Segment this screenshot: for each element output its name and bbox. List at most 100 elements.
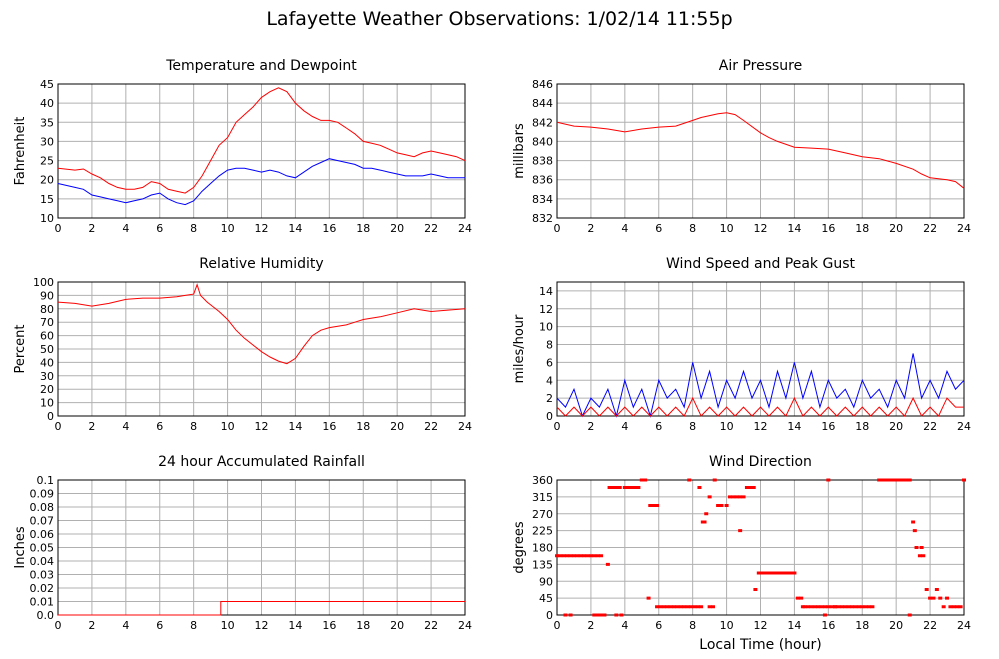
x-tick-label: 12 bbox=[255, 222, 269, 235]
direction-point bbox=[912, 529, 917, 533]
direction-point bbox=[938, 596, 943, 600]
direction-point bbox=[894, 478, 899, 482]
direction-point bbox=[668, 605, 673, 609]
x-tick-label: 12 bbox=[754, 222, 768, 235]
x-tick-label: 0 bbox=[554, 222, 561, 235]
direction-point bbox=[571, 554, 576, 558]
x-tick-label: 8 bbox=[689, 619, 696, 632]
x-tick-label: 10 bbox=[221, 619, 235, 632]
y-tick-label: 70 bbox=[40, 316, 54, 329]
direction-point bbox=[907, 613, 912, 617]
red-series-line bbox=[556, 396, 964, 417]
y-tick-label: 10 bbox=[539, 321, 553, 334]
x-tick-label: 22 bbox=[923, 619, 937, 632]
x-tick-label: 12 bbox=[754, 619, 768, 632]
direction-point bbox=[648, 504, 653, 507]
y-tick-label: 0.07 bbox=[30, 515, 55, 528]
x-tick-label: 18 bbox=[356, 619, 370, 632]
plot-frame bbox=[556, 83, 965, 219]
direction-point bbox=[829, 605, 834, 609]
direction-point bbox=[914, 546, 919, 549]
direction-point bbox=[897, 478, 902, 482]
y-tick-label: 40 bbox=[40, 97, 54, 110]
y-tick-label: 20 bbox=[40, 383, 54, 396]
x-tick-label: 16 bbox=[322, 420, 336, 433]
direction-point bbox=[568, 613, 573, 617]
page-title: Lafayette Weather Observations: 1/02/14 … bbox=[266, 8, 733, 30]
direction-point bbox=[607, 486, 612, 489]
y-tick-label: 844 bbox=[532, 97, 553, 110]
direction-point bbox=[826, 605, 831, 609]
y-tick-label: 100 bbox=[33, 276, 54, 289]
direction-point bbox=[672, 605, 677, 609]
direction-point bbox=[568, 554, 573, 558]
y-tick-label: 0.05 bbox=[30, 542, 55, 555]
x-tick-label: 8 bbox=[190, 420, 197, 433]
direction-point bbox=[867, 605, 872, 609]
direction-point bbox=[585, 554, 590, 558]
direction-point bbox=[907, 478, 912, 482]
x-tick-label: 12 bbox=[754, 420, 768, 433]
direction-point bbox=[588, 554, 593, 558]
x-tick-label: 10 bbox=[221, 420, 235, 433]
direction-point bbox=[661, 605, 666, 609]
direction-point bbox=[622, 486, 627, 489]
y-tick-label: 0.01 bbox=[30, 596, 55, 609]
direction-point bbox=[836, 605, 841, 609]
y-tick-label: 30 bbox=[40, 135, 54, 148]
x-tick-label: 2 bbox=[88, 222, 95, 235]
direction-point bbox=[643, 478, 648, 482]
x-tick-label: 20 bbox=[889, 222, 903, 235]
direction-point bbox=[655, 605, 660, 609]
x-tick-label: 22 bbox=[424, 420, 438, 433]
y-axis-label: millibars bbox=[512, 123, 527, 179]
x-tick-label: 16 bbox=[322, 619, 336, 632]
y-tick-label: 40 bbox=[40, 356, 54, 369]
direction-point bbox=[685, 605, 690, 609]
direction-point bbox=[636, 486, 641, 489]
x-tick-label: 18 bbox=[855, 420, 869, 433]
x-tick-label: 14 bbox=[288, 420, 302, 433]
x-tick-label: 18 bbox=[356, 222, 370, 235]
direction-point bbox=[766, 571, 771, 575]
direction-point bbox=[575, 554, 580, 558]
x-tick-label: 22 bbox=[923, 420, 937, 433]
direction-point bbox=[763, 571, 768, 575]
direction-point bbox=[880, 478, 885, 482]
y-tick-label: 270 bbox=[532, 508, 553, 521]
x-tick-label: 8 bbox=[689, 222, 696, 235]
x-tick-label: 24 bbox=[458, 420, 472, 433]
direction-point bbox=[707, 605, 712, 609]
y-axis-label: Fahrenheit bbox=[13, 117, 28, 186]
direction-point bbox=[911, 520, 916, 524]
direction-point bbox=[699, 605, 704, 609]
direction-point bbox=[753, 588, 758, 591]
x-tick-label: 6 bbox=[655, 619, 662, 632]
air-pressure-chart: 0 2 4 6 8 10 12 14 16 18 20 22 248328348368388408428… bbox=[512, 58, 971, 235]
y-axis-label: degrees bbox=[512, 521, 527, 574]
direction-point bbox=[702, 520, 707, 524]
direction-point bbox=[955, 605, 960, 609]
direction-point bbox=[741, 495, 746, 499]
direction-point bbox=[617, 486, 622, 489]
x-tick-label: 0 bbox=[55, 420, 62, 433]
x-tick-label: 20 bbox=[390, 420, 404, 433]
x-tick-label: 24 bbox=[957, 420, 971, 433]
direction-point bbox=[948, 605, 953, 609]
plot-frame bbox=[57, 281, 466, 417]
x-tick-label: 10 bbox=[720, 222, 734, 235]
direction-point bbox=[751, 486, 756, 489]
x-tick-label: 24 bbox=[957, 222, 971, 235]
x-tick-label: 10 bbox=[720, 420, 734, 433]
y-tick-label: 135 bbox=[532, 558, 553, 571]
y-tick-label: 0 bbox=[546, 609, 553, 622]
direction-point bbox=[704, 512, 709, 516]
red-series-line bbox=[57, 283, 466, 365]
y-tick-label: 2 bbox=[546, 392, 553, 405]
chart-title: Air Pressure bbox=[719, 58, 802, 74]
direction-point bbox=[917, 554, 922, 558]
direction-point bbox=[928, 596, 933, 600]
y-tick-label: 20 bbox=[40, 174, 54, 187]
direction-point bbox=[687, 478, 692, 482]
direction-point bbox=[592, 554, 597, 558]
